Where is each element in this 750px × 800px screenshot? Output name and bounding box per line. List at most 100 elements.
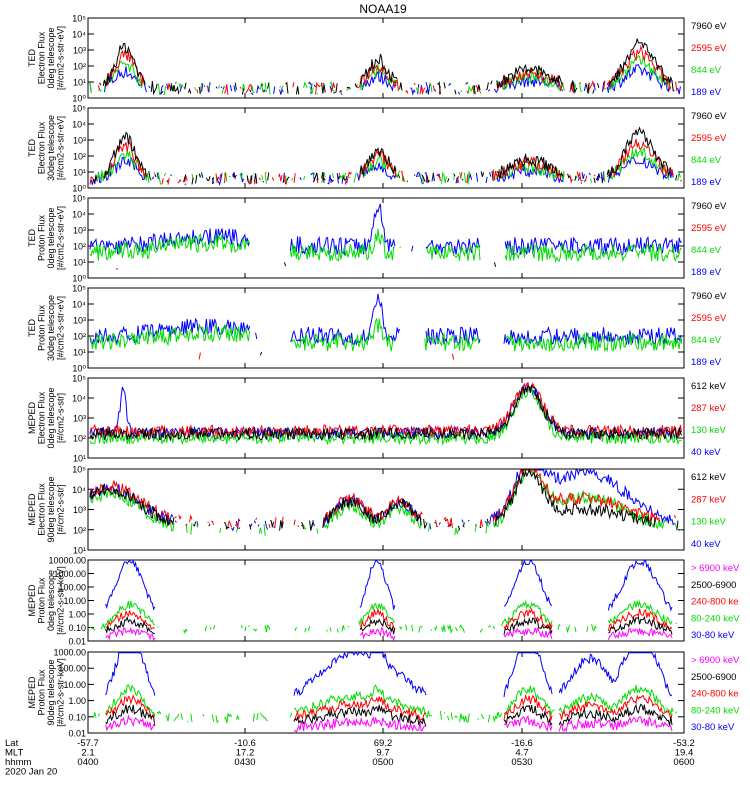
x-row-value: -57.7 xyxy=(77,738,99,749)
legend-entry: 2595 eV xyxy=(691,313,727,324)
legend-entry: 30-80 keV xyxy=(691,630,735,641)
series-trace-panel3-3 xyxy=(89,228,682,263)
y-axis-label: MEPEDProton Flux0deg telescope[#/cm2-s-s… xyxy=(27,566,66,635)
x-row-value: 69.2 xyxy=(374,738,393,749)
legend-entry: 40 keV xyxy=(691,447,721,458)
y-tick-label: 0.01 xyxy=(68,637,86,647)
y-tick-label: 10³ xyxy=(73,226,86,236)
y-tick-label: 10³ xyxy=(73,136,86,146)
legend-entry: 7960 eV xyxy=(691,111,727,122)
y-tick-label: 10⁰ xyxy=(72,364,86,374)
x-row-value: -16.6 xyxy=(511,738,533,749)
panel-3: 10⁰ 10¹ 10² 10³ 10⁴ 10⁵ TEDProton Flux0deg tel… xyxy=(27,194,727,284)
legend-entry: 612 keV xyxy=(691,472,727,483)
y-axis-label-line: MEPED xyxy=(27,493,37,526)
legend-entry: 80-240 keV xyxy=(691,613,740,624)
y-axis-label-line: 90deg telescope xyxy=(46,659,56,725)
y-axis-label-line: 90deg telescope xyxy=(46,476,56,542)
y-axis-label-line: Proton Flux xyxy=(36,669,46,716)
legend-entry: 844 eV xyxy=(691,335,722,346)
y-axis-label: TEDElectron Flux0deg telescope[#/cm2-s-s… xyxy=(27,26,66,90)
legend-entry: 844 eV xyxy=(691,245,722,256)
panel-frame xyxy=(87,197,685,279)
series-trace-panel2-2 xyxy=(89,138,682,186)
y-tick-label: 10⁴ xyxy=(72,394,86,404)
legend-entry: 2500-6900 xyxy=(691,672,736,683)
series-trace-panel4-4 xyxy=(89,293,683,347)
y-tick-label: 1.00 xyxy=(68,696,86,706)
y-tick-label: 10⁵ xyxy=(72,14,86,24)
y-axis-label-line: [#/cm2-s-str-eV] xyxy=(55,116,65,180)
y-tick-label: 10² xyxy=(73,434,86,444)
panel-traces xyxy=(94,652,682,733)
y-tick-label: 10¹ xyxy=(73,454,86,464)
x-row-value: 4.7 xyxy=(515,748,528,759)
x-row-value: 0400 xyxy=(77,757,98,768)
panel-traces xyxy=(90,560,679,641)
y-axis-label-line: [#/cm2-s-str] xyxy=(55,393,65,443)
y-tick-label: 10⁴ xyxy=(72,485,86,495)
panel-5: 10¹ 10² 10³ 10⁴ 10⁵ MEPEDElectron Flux0deg te… xyxy=(27,374,727,464)
y-tick-label: 0.01 xyxy=(68,729,86,739)
y-tick-label: 10³ xyxy=(73,46,86,56)
series-trace-panel8-2 xyxy=(105,703,673,727)
panel-traces xyxy=(90,39,682,95)
series-trace-panel7-2 xyxy=(105,615,673,635)
legend-entry: 2595 eV xyxy=(691,133,727,144)
panel-traces xyxy=(89,293,683,360)
y-axis-label: MEPEDElectron Flux0deg telescope[#/cm2-s… xyxy=(27,387,66,448)
legend-entry: 7960 eV xyxy=(691,291,727,302)
series-trace-panel5-1 xyxy=(89,384,683,442)
date-label: 2020 Jan 20 xyxy=(5,767,57,778)
y-axis-label-line: TED xyxy=(27,318,37,337)
x-row-value: 0430 xyxy=(234,757,255,768)
series-trace-panel7-5 xyxy=(105,560,673,612)
panel-7: 0.010.101.0010.00100.001000.0010000.00ME… xyxy=(27,556,741,647)
legend-entry: 2595 eV xyxy=(691,223,727,234)
y-tick-label: 10¹ xyxy=(73,258,86,268)
y-tick-label: 10² xyxy=(73,525,86,535)
y-axis-label-line: Electron Flux xyxy=(36,121,46,174)
legend-entry: 189 eV xyxy=(691,87,722,98)
y-axis-label: TEDProton Flux0deg telescope[#/cm2-s-str… xyxy=(27,206,66,270)
y-tick-label: 10⁵ xyxy=(72,104,86,114)
y-axis-label-line: 30deg telescope xyxy=(46,295,56,361)
y-tick-label: 10.00 xyxy=(63,680,86,690)
panel-frame xyxy=(87,287,685,369)
legend-entry: 7960 eV xyxy=(691,201,727,212)
y-tick-label: 10² xyxy=(73,332,86,342)
legend-entry: 2500-6900 xyxy=(691,580,736,591)
y-axis-label-line: Proton Flux xyxy=(36,304,46,351)
y-tick-label: 10⁵ xyxy=(72,374,86,384)
y-axis-label-line: 0deg telescope xyxy=(46,570,56,631)
y-tick-label: 10³ xyxy=(73,414,86,424)
panel-traces xyxy=(89,203,682,269)
y-axis-label-line: MEPED xyxy=(27,584,37,617)
y-axis-label-line: [#/cm2-s-str-eV] xyxy=(55,296,65,360)
y-tick-label: 10⁰ xyxy=(72,274,86,284)
y-tick-label: 10² xyxy=(73,242,86,252)
y-tick-label: 10² xyxy=(73,62,86,72)
x-row-value: 9.7 xyxy=(376,748,389,759)
y-tick-label: 10⁴ xyxy=(72,300,86,310)
series-trace-panel8-3 xyxy=(105,693,673,722)
y-tick-label: 1000.00 xyxy=(53,648,86,658)
y-tick-label: 0.10 xyxy=(68,623,86,633)
legend-entry: 189 eV xyxy=(691,177,722,188)
y-axis-label-line: MEPED xyxy=(27,676,37,709)
x-row-value: 0530 xyxy=(511,757,532,768)
y-tick-label: 10⁴ xyxy=(72,120,86,130)
y-axis-label-line: Electron Flux xyxy=(36,31,46,84)
y-axis-label-line: 30deg telescope xyxy=(46,115,56,181)
y-tick-label: 10¹ xyxy=(73,546,86,556)
y-tick-label: 10000.00 xyxy=(48,556,86,566)
y-tick-label: 10³ xyxy=(73,505,86,515)
series-trace-panel6-3 xyxy=(89,469,681,536)
x-row-label: hhmm xyxy=(5,757,31,768)
panel-8: 0.010.101.0010.00100.001000.00MEPEDProto… xyxy=(27,648,741,739)
legend-entry: 240-800 ke xyxy=(691,689,739,700)
y-axis-label-line: 0deg telescope xyxy=(46,27,56,88)
y-axis-label-line: TED xyxy=(27,228,37,247)
